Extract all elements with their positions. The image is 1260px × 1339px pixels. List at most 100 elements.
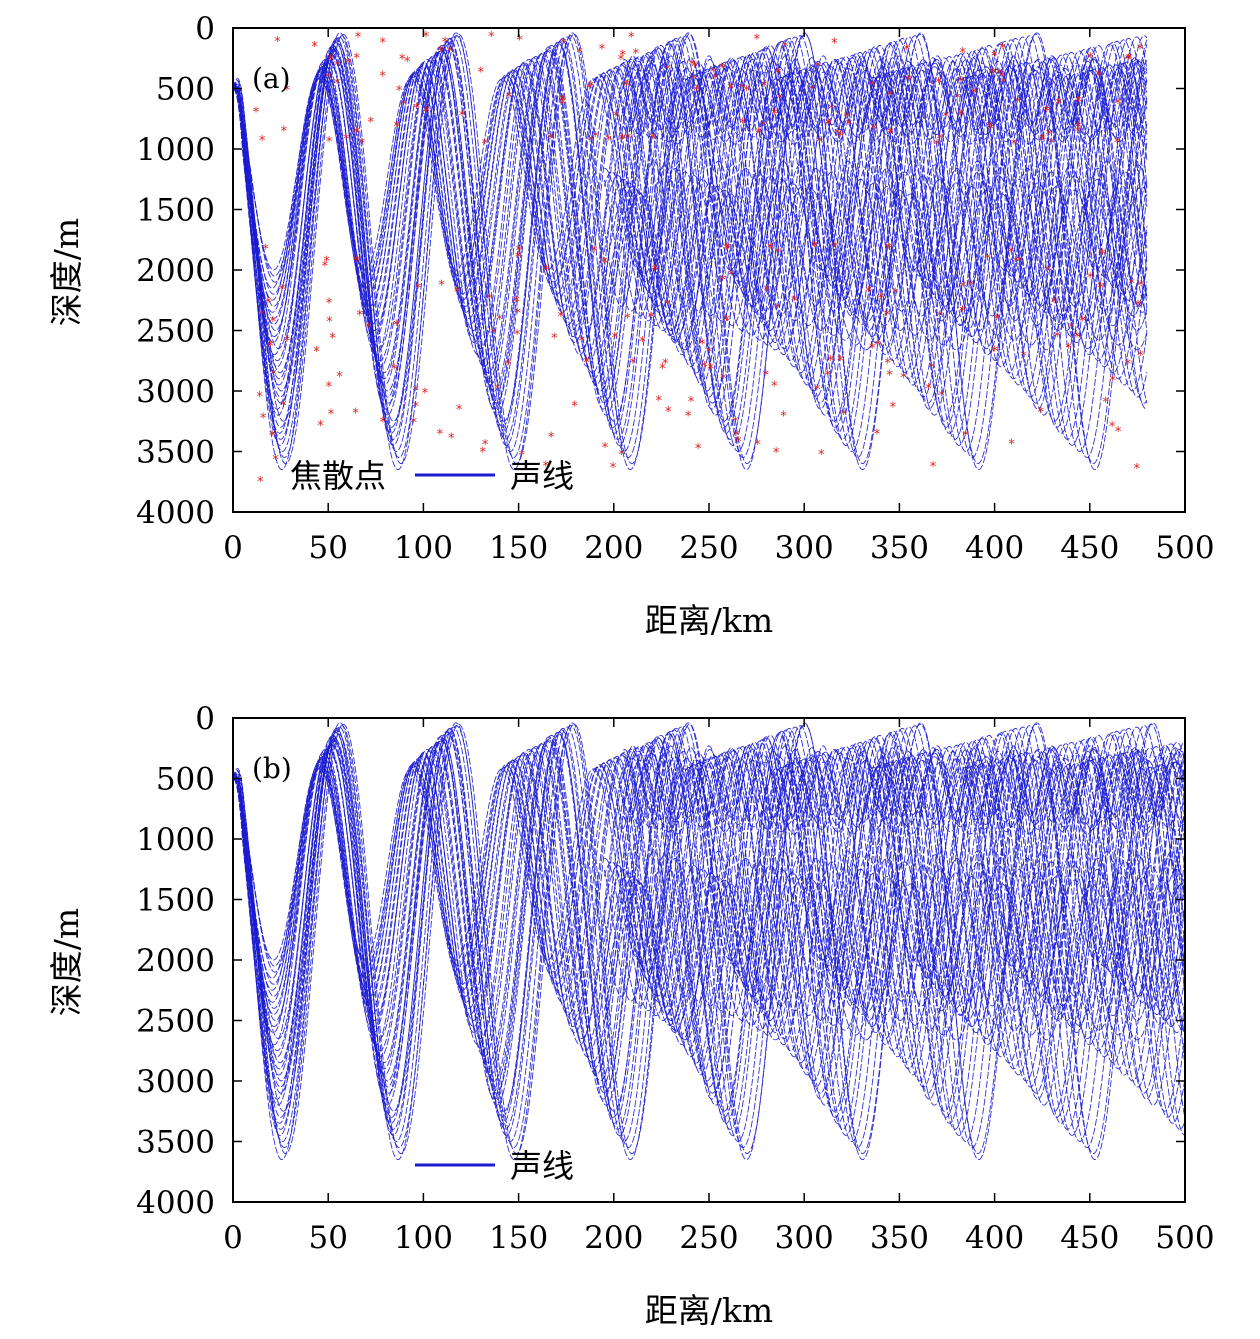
ray-path-shallow [622, 747, 1186, 816]
caustic-marker: * [454, 285, 461, 300]
ray-path-shallow [623, 59, 1148, 128]
caustic-marker: * [1045, 264, 1052, 279]
caustic-marker: * [1008, 437, 1015, 452]
caustic-marker: * [662, 357, 669, 372]
caustic-marker: * [1075, 120, 1082, 135]
caustic-marker: * [355, 30, 362, 45]
ray-path-shallow [623, 756, 1186, 828]
caustic-marker: * [514, 328, 521, 343]
caustic-marker: * [423, 30, 430, 45]
caustic-marker: * [775, 66, 782, 81]
caustic-marker: * [326, 135, 333, 150]
ray-path [232, 741, 1186, 1076]
caustic-marker: * [886, 368, 893, 383]
caustic-marker: * [869, 342, 876, 357]
caustic-marker: * [1097, 281, 1104, 296]
caustic-marker: * [618, 448, 625, 463]
legend-a: * 焦散点 声线 [257, 457, 574, 495]
ray-path-shallow [622, 758, 1186, 830]
caustic-marker: * [488, 30, 495, 45]
caustic-marker: * [1051, 296, 1058, 311]
caustic-marker: * [764, 284, 771, 299]
caustic-marker: * [874, 427, 881, 442]
caustic-marker: * [328, 408, 335, 423]
caustic-marker: * [1135, 298, 1142, 313]
ray-path-shallow [622, 752, 1186, 823]
ray-path [232, 744, 1186, 1064]
caustic-marker: * [780, 410, 787, 425]
x-tick-label: 0 [223, 1220, 243, 1256]
caustic-marker: * [971, 87, 978, 102]
caustic-marker: * [588, 134, 595, 149]
caustic-marker: * [720, 372, 727, 387]
x-ticks-b: 0 50 100 150 200 250 300 350 400 450 500 [223, 718, 1215, 1256]
ray-path-shallow [622, 754, 1186, 825]
caustic-marker: * [1000, 41, 1007, 56]
caustic-marker: * [827, 354, 834, 369]
caustic-points-a: * * * * * * * * * * * * * * * * * * * * * * * * * * * * * * * * * * * * * * * *… [253, 30, 1145, 477]
caustic-marker: * [284, 84, 291, 99]
caustic-marker: * [1048, 136, 1055, 151]
caustic-marker: * [482, 137, 489, 152]
caustic-marker: * [959, 304, 966, 319]
caustic-marker: * [934, 138, 941, 153]
y-tick-label: 4000 [136, 1185, 215, 1221]
caustic-marker: * [482, 438, 489, 453]
caustic-marker: * [936, 310, 943, 325]
caustic-marker: * [317, 419, 324, 434]
caustic-marker: * [359, 137, 366, 152]
caustic-marker: * [938, 389, 945, 404]
x-axis-label-a: 距离/km [645, 601, 773, 640]
caustic-marker: * [551, 331, 558, 346]
caustic-marker: * [1125, 357, 1132, 372]
caustic-marker: * [825, 117, 832, 132]
x-tick-label: 50 [308, 1220, 347, 1256]
caustic-marker: * [767, 241, 774, 256]
caustic-marker: * [743, 84, 750, 99]
caustic-marker: * [1012, 255, 1019, 270]
caustic-marker: * [506, 91, 513, 106]
caustic-marker: * [438, 45, 445, 60]
ray-path-shallow [622, 57, 1148, 126]
ray-path-mid [603, 854, 1186, 1002]
caustic-marker: * [760, 119, 767, 134]
caustic-marker: * [865, 285, 872, 300]
caustic-marker: * [846, 118, 853, 133]
x-tick-label: 300 [775, 1220, 834, 1256]
caustic-marker: * [1109, 420, 1116, 435]
caustic-marker: * [905, 73, 912, 88]
caustic-marker: * [272, 453, 279, 468]
caustic-marker: * [723, 243, 730, 258]
x-tick-label: 250 [679, 1220, 738, 1256]
caustic-marker: * [650, 132, 657, 147]
caustic-marker: * [610, 461, 617, 476]
caustic-marker: * [818, 448, 825, 463]
caustic-marker: * [816, 135, 823, 150]
ray-path [232, 68, 1148, 313]
caustic-marker: * [728, 269, 735, 284]
caustic-marker: * [824, 369, 831, 384]
caustic-marker: * [559, 94, 566, 109]
caustic-marker: * [422, 387, 429, 402]
caustic-marker: * [773, 446, 780, 461]
caustic-marker: * [396, 84, 403, 99]
ray-path-mid [604, 167, 1148, 317]
caustic-marker: * [477, 66, 484, 81]
caustic-marker: * [771, 108, 778, 123]
caustic-marker: * [651, 263, 658, 278]
caustic-marker: * [991, 345, 998, 360]
caustic-marker: * [943, 110, 950, 125]
ray-path [232, 74, 1148, 289]
caustic-marker: * [326, 296, 333, 311]
caustic-marker: * [459, 109, 466, 124]
caustic-marker: * [480, 446, 487, 461]
caustic-marker: * [380, 36, 387, 51]
ray-path-shallow [622, 761, 1186, 835]
caustic-marker: * [776, 92, 783, 107]
caustic-marker: * [1115, 425, 1122, 440]
caustic-marker: * [329, 332, 336, 347]
y-tick-label: 0 [195, 11, 215, 47]
caustic-marker: * [837, 129, 844, 144]
caustic-marker: * [828, 102, 835, 117]
caustic-marker: * [701, 360, 708, 375]
